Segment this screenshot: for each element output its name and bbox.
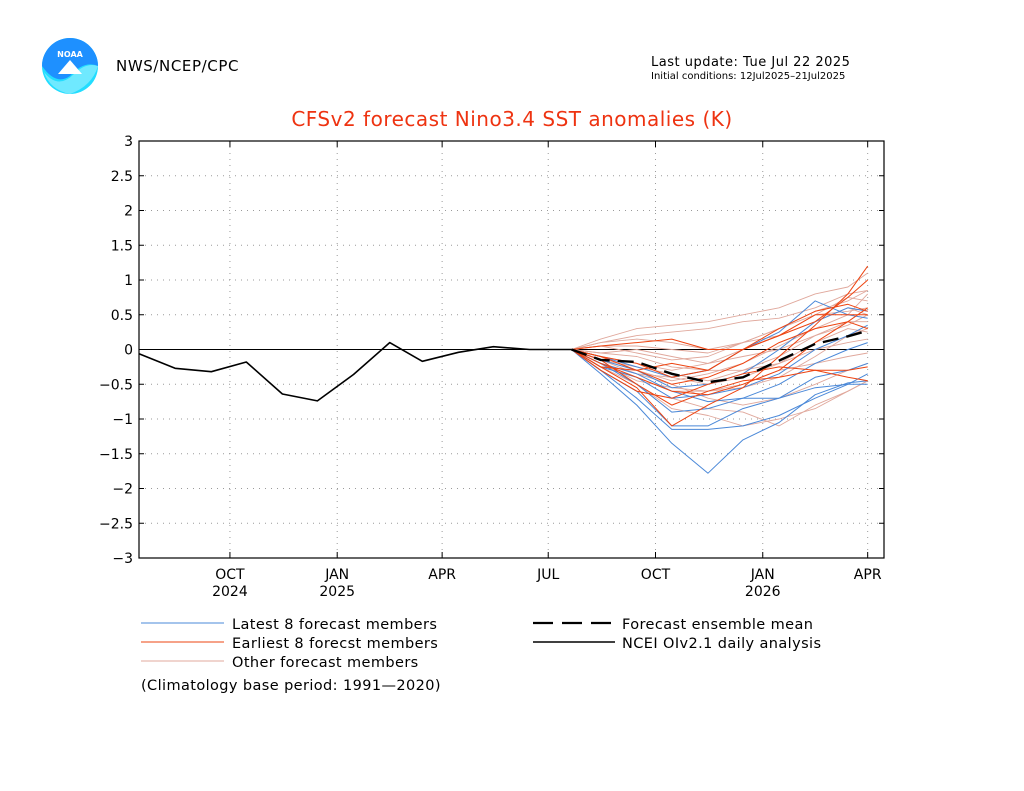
x-tick-label: OCT (215, 567, 245, 583)
other-member-line (571, 349, 868, 406)
earliest-member-line (571, 314, 868, 350)
grid (139, 141, 884, 558)
legend-label-latest: Latest 8 forecast members (232, 617, 437, 633)
y-tick-label: −1.5 (99, 447, 133, 463)
x-tick-label: APR (428, 567, 456, 583)
y-axis: 3 2.5 2 1.5 1 0.5 0 −0.5 −1 −1.5 −2 −2.5 −3 (99, 134, 884, 567)
y-tick-label: 1 (124, 273, 133, 289)
other-member-line (571, 289, 868, 350)
x-tick-label: OCT (641, 567, 671, 583)
initial-conditions: Initial conditions: 12Jul2025–21Jul2025 (651, 71, 845, 82)
latest-member-line (571, 342, 868, 413)
legend-label-analysis: NCEI OIv2.1 daily analysis (622, 636, 821, 652)
climatology-footnote: (Climatology base period: 1991—2020) (141, 678, 441, 694)
earliest-member-line (571, 321, 868, 385)
noaa-logo: NOAA (42, 38, 98, 94)
y-tick-label: 0 (124, 343, 133, 359)
main-series (138, 329, 869, 402)
x-tick-label: JUL (536, 567, 559, 583)
x-tick-label: APR (854, 567, 882, 583)
y-tick-label: −2 (112, 482, 133, 498)
ensemble-mean-line (571, 329, 869, 384)
chart-title: CFSv2 forecast Nino3.4 SST anomalies (K) (291, 107, 732, 131)
y-tick-label: −2.5 (99, 516, 133, 532)
latest-member-line (571, 349, 868, 430)
other-member-line (571, 272, 868, 350)
noaa-logo-wave (44, 65, 98, 94)
earliest-member-line (571, 303, 868, 371)
x-tick-year: 2026 (745, 584, 781, 600)
x-tick-year: 2025 (319, 584, 355, 600)
noaa-logo-text: NOAA (57, 50, 83, 59)
y-tick-label: −3 (112, 551, 133, 567)
legend-label-other: Other forecast members (232, 655, 419, 671)
x-tick-label: JAN (324, 567, 349, 583)
agency-label: NWS/NCEP/CPC (116, 57, 239, 75)
y-tick-label: 3 (124, 134, 133, 150)
y-tick-label: 2.5 (111, 169, 133, 185)
analysis-line (138, 341, 572, 402)
y-tick-label: −0.5 (99, 377, 133, 393)
noaa-logo-upper (42, 38, 98, 80)
other-member-line (571, 290, 868, 354)
legend-label-earliest: Earliest 8 forecst members (232, 636, 438, 652)
y-tick-label: 0.5 (111, 308, 133, 324)
y-tick-label: 2 (124, 204, 133, 220)
other-member-line (571, 349, 868, 427)
earliest-member-line (571, 307, 868, 396)
y-tick-label: −1 (112, 412, 133, 428)
legend-label-mean: Forecast ensemble mean (622, 617, 813, 633)
last-update: Last update: Tue Jul 22 2025 (651, 55, 850, 70)
noaa-logo-gull-icon (58, 60, 82, 74)
legend: Latest 8 forecast members Earliest 8 for… (141, 617, 821, 671)
y-tick-label: 1.5 (111, 238, 133, 254)
x-tick-label: JAN (750, 567, 775, 583)
earliest-member-line (571, 349, 868, 406)
latest-member-line (571, 349, 868, 474)
x-tick-year: 2024 (212, 584, 248, 600)
